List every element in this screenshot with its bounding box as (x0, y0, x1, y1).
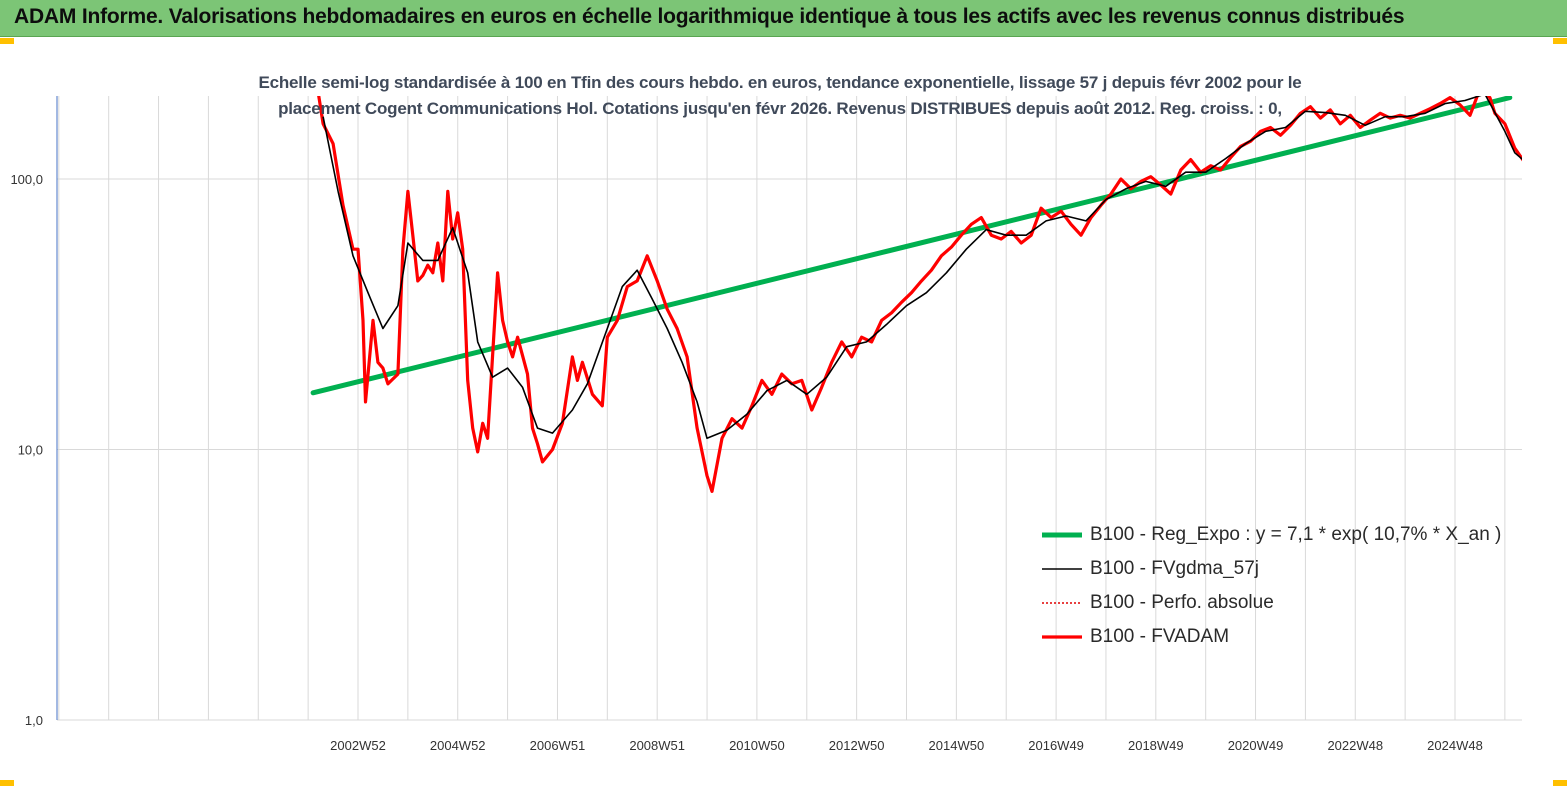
corner-marker-top-left (0, 38, 14, 44)
y-tick-label: 1,0 (25, 713, 43, 728)
corner-marker-top-right (1553, 38, 1567, 44)
legend-swatch (1040, 562, 1084, 576)
x-tick-label: 2010W50 (729, 738, 785, 753)
y-tick-label: 10,0 (18, 443, 43, 458)
x-tick-label: 2006W51 (530, 738, 586, 753)
x-tick-label: 2020W49 (1228, 738, 1284, 753)
chart-subtitle-line-1: Echelle semi-log standardisée à 100 en T… (258, 73, 1302, 92)
legend-label: B100 - Perfo. absolue (1090, 592, 1274, 613)
x-tick-label: 2016W49 (1028, 738, 1084, 753)
corner-marker-bottom-left (0, 780, 14, 786)
report-banner: ADAM Informe. Valorisations hebdomadaire… (0, 0, 1567, 37)
x-tick-label: 2002W52 (330, 738, 386, 753)
x-tick-label: 2024W48 (1427, 738, 1483, 753)
corner-marker-bottom-right (1553, 780, 1567, 786)
x-tick-label: 2022W48 (1327, 738, 1383, 753)
chart-subtitle: Echelle semi-log standardisée à 100 en T… (200, 70, 1360, 122)
legend-swatch (1040, 528, 1084, 542)
series-line-thick-green (310, 96, 1513, 396)
series-line-thick-red (317, 96, 1522, 493)
x-tick-label: 2014W50 (929, 738, 985, 753)
x-tick-label: 2008W51 (629, 738, 685, 753)
legend-label: B100 - FVgdma_57j (1090, 558, 1259, 579)
chart-legend: B100 - Reg_Expo : y = 7,1 * exp( 10,7% *… (1040, 518, 1540, 654)
legend-item: B100 - FVgdma_57j (1040, 552, 1540, 586)
x-tick-label: 2018W49 (1128, 738, 1184, 753)
legend-item: B100 - Reg_Expo : y = 7,1 * exp( 10,7% *… (1040, 518, 1540, 552)
y-tick-label: 100,0 (10, 172, 43, 187)
chart-subtitle-line-2: placement Cogent Communications Hol. Cot… (278, 99, 1282, 118)
legend-swatch (1040, 596, 1084, 610)
chart-area: 1,0 10,0 100,0 2002W52 2004W52 2006W51 2008W51… (0, 36, 1567, 790)
legend-swatch (1040, 630, 1084, 644)
legend-label: B100 - FVADAM (1090, 626, 1230, 647)
legend-item: B100 - Perfo. absolue (1040, 586, 1540, 620)
report-title: ADAM Informe. Valorisations hebdomadaire… (14, 5, 1405, 28)
x-tick-label: 2012W50 (829, 738, 885, 753)
x-tick-label: 2004W52 (430, 738, 486, 753)
legend-label: B100 - Reg_Expo : y = 7,1 * exp( 10,7% *… (1090, 524, 1502, 545)
series-line-thin-black (322, 96, 1522, 440)
legend-item: B100 - FVADAM (1040, 620, 1540, 654)
chart-svg: 1,0 10,0 100,0 2002W52 2004W52 2006W51 2008W51… (10, 96, 1522, 753)
